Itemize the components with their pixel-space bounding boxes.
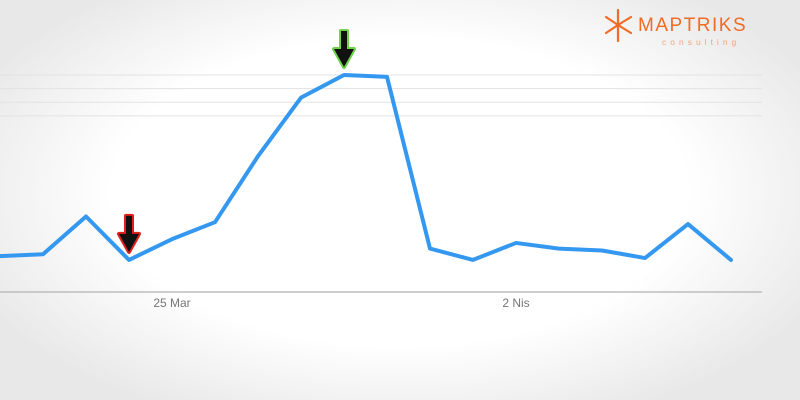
arrow-down-icon [332, 29, 356, 69]
starburst-icon [604, 8, 633, 43]
gridlines [0, 74, 762, 117]
arrow-down-icon [117, 213, 141, 254]
series-line [0, 73, 733, 262]
x-tick-labels: 25 Mar 2 Nis [153, 296, 529, 310]
arrow-body [119, 215, 139, 252]
arrow-body [334, 31, 354, 67]
logo-wordmark: MAPTRIKS [638, 15, 747, 36]
annotation-arrows [117, 29, 356, 254]
x-tick-label: 2 Nis [502, 296, 529, 310]
maptriks-logo: MAPTRIKS consulting [604, 8, 747, 47]
x-tick-label: 25 Mar [153, 296, 190, 310]
data-points [0, 73, 733, 262]
logo-tagline: consulting [662, 37, 740, 47]
